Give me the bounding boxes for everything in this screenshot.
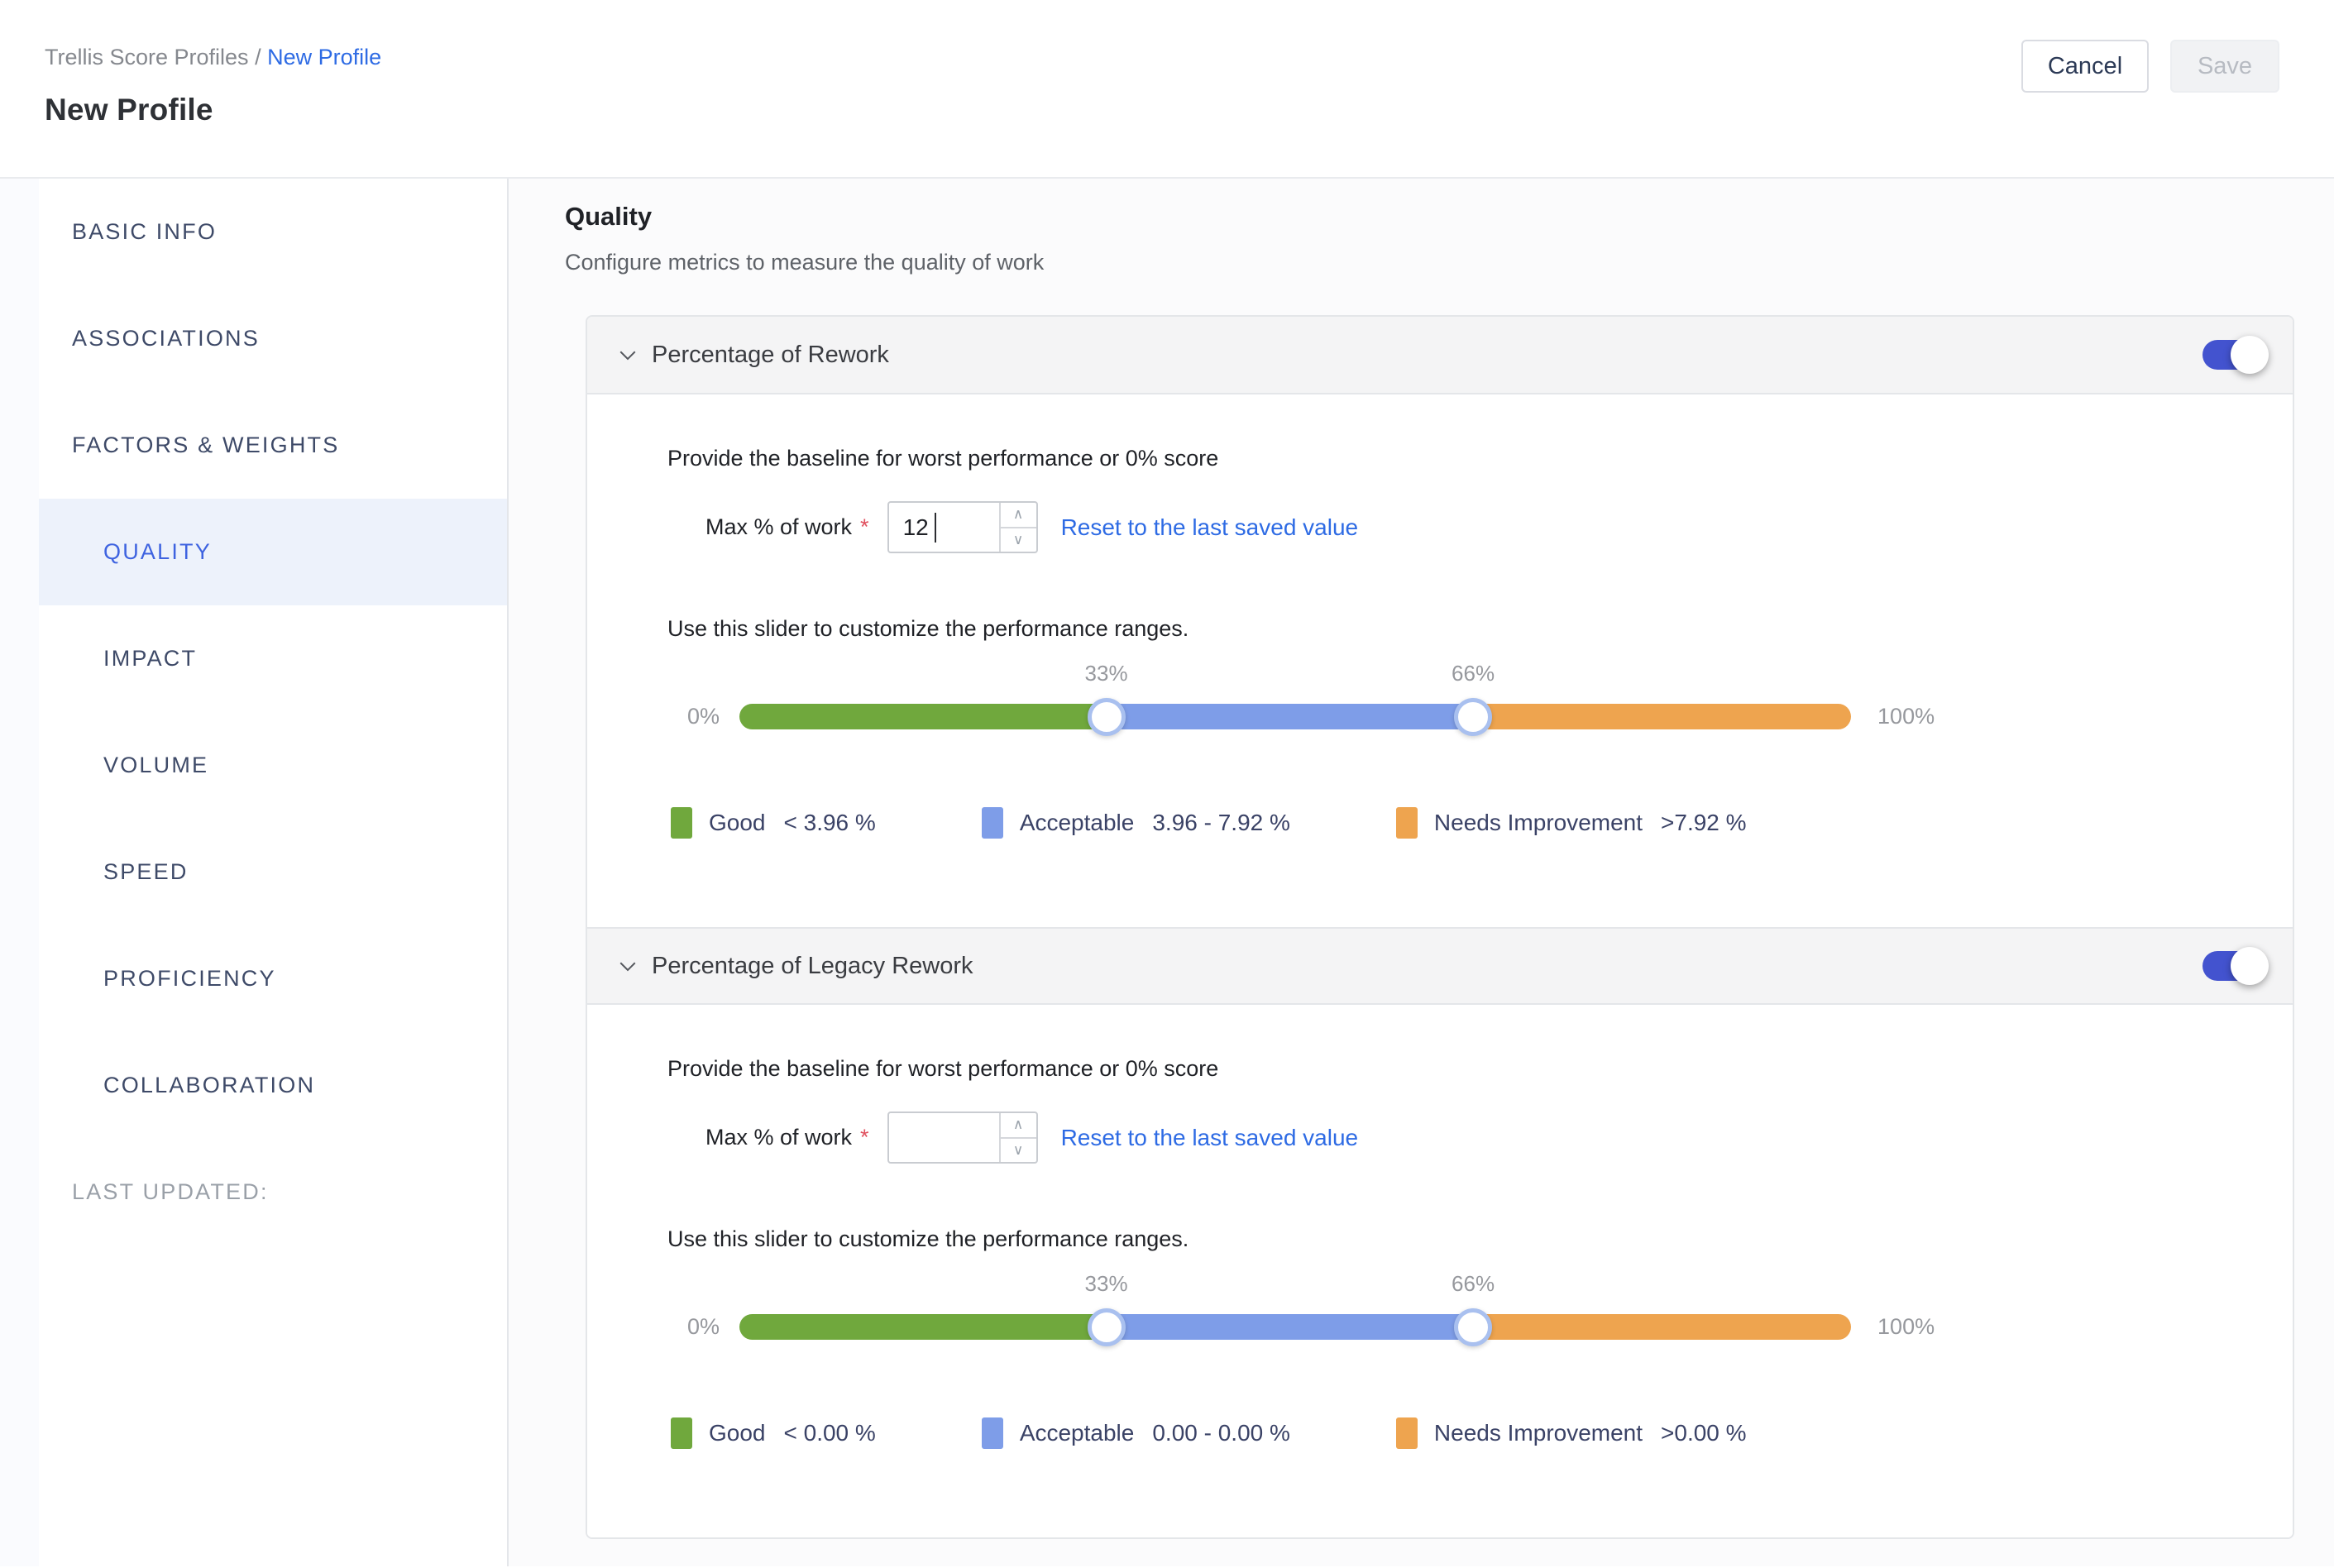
- breadcrumb-parent-link[interactable]: Trellis Score Profiles: [45, 45, 249, 69]
- spinner-down-icon[interactable]: ∨: [1001, 1139, 1036, 1163]
- text-caret: [934, 513, 936, 543]
- max-percent-input[interactable]: [888, 1113, 999, 1162]
- rework-enabled-toggle[interactable]: [2202, 336, 2269, 374]
- quality-metrics-card: Percentage of Rework Provide the baselin…: [586, 315, 2294, 1539]
- slider-handle1-label: 33%: [1084, 661, 1128, 686]
- performance-range-slider: 0% 33% 66% 100%: [667, 1271, 2210, 1346]
- reset-last-saved-link[interactable]: Reset to the last saved value: [1060, 1124, 1359, 1150]
- panel-title: Percentage of Rework: [652, 341, 889, 368]
- good-swatch: [671, 1417, 692, 1449]
- max-percent-field-row: Max % of work * ∧ ∨ Reset to the last sa…: [705, 1111, 2210, 1164]
- required-asterisk: *: [860, 1125, 869, 1150]
- panel-header-percentage-of-rework[interactable]: Percentage of Rework: [587, 317, 2293, 394]
- panel-body-percentage-of-legacy-rework: Provide the baseline for worst performan…: [587, 1005, 2293, 1537]
- segment-acceptable: [1106, 1314, 1474, 1340]
- toggle-knob: [2231, 336, 2269, 374]
- range-legend: Good < 0.00 % Acceptable 0.00 - 0.00 % N…: [671, 1417, 2210, 1449]
- slider-max-label: 100%: [1877, 1314, 1935, 1339]
- segment-good: [739, 1314, 1107, 1340]
- breadcrumb: Trellis Score Profiles / New Profile: [45, 43, 381, 71]
- sidebar-item-speed[interactable]: SPEED: [103, 859, 189, 884]
- baseline-prompt: Provide the baseline for worst performan…: [667, 446, 1219, 471]
- section-subheading: Configure metrics to measure the quality…: [565, 250, 1045, 275]
- sidebar-item-associations[interactable]: ASSOCIATIONS: [72, 326, 260, 351]
- segment-needs-improvement: [1473, 1314, 1852, 1340]
- save-button[interactable]: Save: [2170, 40, 2279, 93]
- legend-item-needs-improvement: Needs Improvement >0.00 %: [1395, 1417, 1747, 1449]
- sidebar-item-collaboration[interactable]: COLLABORATION: [103, 1073, 316, 1097]
- max-percent-input-wrap: ∧ ∨: [887, 501, 1038, 553]
- good-swatch: [671, 807, 692, 839]
- legend-item-acceptable: Acceptable 0.00 - 0.00 %: [981, 1417, 1290, 1449]
- sidebar-item-factors-weights[interactable]: FACTORS & WEIGHTS: [72, 433, 340, 457]
- slider-handle1-label: 33%: [1084, 1271, 1128, 1296]
- slider-handle-1[interactable]: [1087, 697, 1126, 736]
- max-percent-label: Max % of work: [705, 1125, 853, 1150]
- max-percent-label: Max % of work: [705, 514, 853, 539]
- legend-item-needs-improvement: Needs Improvement >7.92 %: [1395, 807, 1747, 839]
- main-content: Quality Configure metrics to measure the…: [509, 179, 2334, 1566]
- max-percent-input-wrap: ∧ ∨: [887, 1111, 1038, 1164]
- number-spinners: ∧ ∨: [998, 1113, 1036, 1163]
- slider-min-label: 0%: [687, 704, 720, 729]
- slider-max-label: 100%: [1877, 704, 1935, 729]
- slider-handle-1[interactable]: [1087, 1307, 1126, 1346]
- sidebar-item-volume[interactable]: VOLUME: [103, 753, 209, 777]
- top-bar: Trellis Score Profiles / New Profile New…: [0, 0, 2334, 179]
- required-asterisk: *: [860, 514, 869, 539]
- slider-min-label: 0%: [687, 1314, 720, 1339]
- sidebar: BASIC INFO ASSOCIATIONS FACTORS & WEIGHT…: [39, 179, 509, 1566]
- breadcrumb-separator: /: [248, 45, 268, 69]
- panel-title: Percentage of Legacy Rework: [652, 952, 973, 979]
- title-block: Trellis Score Profiles / New Profile New…: [45, 36, 381, 127]
- max-percent-field-row: Max % of work * ∧ ∨ Reset to the last sa…: [705, 501, 2210, 553]
- spinner-up-icon[interactable]: ∧: [1000, 1113, 1036, 1139]
- segment-acceptable: [1106, 704, 1474, 729]
- sidebar-item-impact[interactable]: IMPACT: [103, 646, 198, 671]
- left-rail: [0, 179, 39, 1566]
- acceptable-swatch: [981, 807, 1003, 839]
- chevron-down-icon[interactable]: [614, 341, 642, 369]
- slider-handle-2[interactable]: [1454, 1307, 1493, 1346]
- legacy-rework-enabled-toggle[interactable]: [2202, 947, 2269, 985]
- sidebar-item-proficiency[interactable]: PROFICIENCY: [103, 966, 276, 991]
- sidebar-item-basic-info[interactable]: BASIC INFO: [72, 219, 218, 244]
- slider-track[interactable]: 33% 66%: [739, 661, 1852, 736]
- cancel-button[interactable]: Cancel: [2021, 40, 2149, 93]
- segment-needs-improvement: [1473, 704, 1852, 729]
- baseline-prompt: Provide the baseline for worst performan…: [667, 1056, 1219, 1081]
- slider-handle-2[interactable]: [1454, 697, 1493, 736]
- slider-handle2-label: 66%: [1452, 1271, 1495, 1296]
- legend-item-acceptable: Acceptable 3.96 - 7.92 %: [981, 807, 1290, 839]
- number-spinners: ∧ ∨: [998, 503, 1036, 552]
- panel-body-percentage-of-rework: Provide the baseline for worst performan…: [587, 394, 2293, 927]
- panel-header-percentage-of-legacy-rework[interactable]: Percentage of Legacy Rework: [587, 927, 2293, 1005]
- spinner-up-icon[interactable]: ∧: [1000, 503, 1036, 528]
- slider-handle2-label: 66%: [1452, 661, 1495, 686]
- spinner-down-icon[interactable]: ∨: [1001, 528, 1036, 552]
- breadcrumb-current-link[interactable]: New Profile: [267, 45, 382, 69]
- toggle-knob: [2231, 947, 2269, 985]
- performance-range-slider: 0% 33% 66% 100%: [667, 661, 2210, 736]
- reset-last-saved-link[interactable]: Reset to the last saved value: [1060, 514, 1359, 540]
- slider-track[interactable]: 33% 66%: [739, 1271, 1852, 1346]
- top-actions: Cancel Save: [2021, 40, 2279, 93]
- needs-improvement-swatch: [1395, 1417, 1418, 1449]
- chevron-down-icon[interactable]: [614, 952, 642, 980]
- slider-prompt: Use this slider to customize the perform…: [667, 616, 1189, 641]
- max-percent-input[interactable]: [888, 503, 999, 552]
- needs-improvement-swatch: [1395, 807, 1418, 839]
- segment-good: [739, 704, 1107, 729]
- legend-item-good: Good < 3.96 %: [671, 807, 876, 839]
- sidebar-last-updated-label: LAST UPDATED:: [72, 1179, 269, 1204]
- section-heading: Quality: [565, 202, 653, 231]
- slider-prompt: Use this slider to customize the perform…: [667, 1226, 1189, 1251]
- page-title: New Profile: [45, 93, 213, 127]
- body: BASIC INFO ASSOCIATIONS FACTORS & WEIGHT…: [0, 179, 2334, 1566]
- legend-item-good: Good < 0.00 %: [671, 1417, 876, 1449]
- sidebar-item-quality[interactable]: QUALITY: [39, 499, 507, 605]
- range-legend: Good < 3.96 % Acceptable 3.96 - 7.92 % N…: [671, 807, 2210, 839]
- acceptable-swatch: [981, 1417, 1003, 1449]
